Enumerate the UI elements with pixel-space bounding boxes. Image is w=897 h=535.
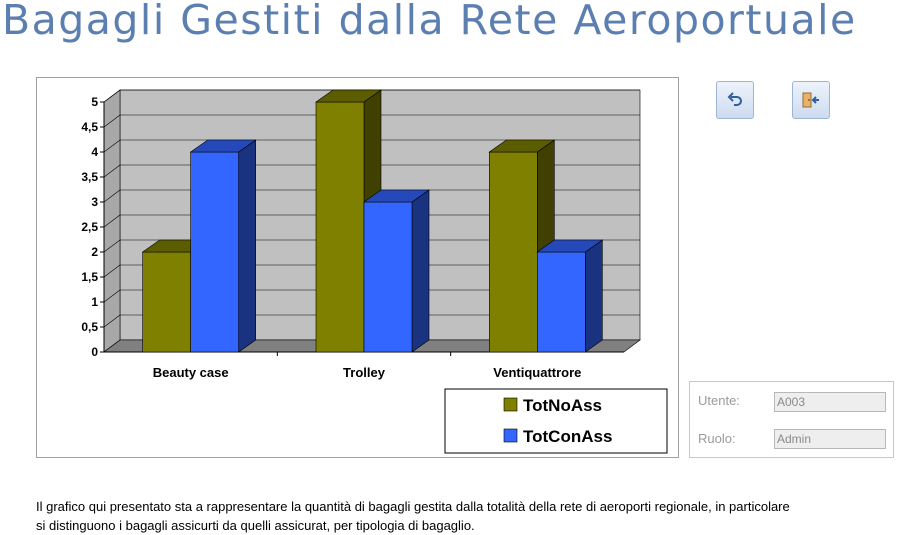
exit-button[interactable] (792, 81, 830, 119)
ruolo-label: Ruolo: (698, 431, 736, 446)
bar-TotConAss-2 (536, 239, 604, 353)
gridline-side (103, 289, 121, 303)
utente-label: Utente: (698, 393, 740, 408)
gridline-side (103, 114, 121, 128)
bar-top (189, 139, 257, 153)
bar-chart: 0 0,5 1 1,5 2 2,5 3 3,5 4 4,5 5 Beauty case Trolley… (81, 89, 668, 454)
legend-label: TotNoAss (523, 396, 602, 415)
bar-TotConAss-1 (363, 189, 430, 353)
bar-top (536, 239, 604, 253)
y-tick-label: 2,5 (81, 220, 98, 234)
legend-swatch (503, 397, 518, 412)
y-tick-label: 0 (91, 345, 98, 359)
ruolo-field: Admin (774, 429, 886, 449)
bar-front (489, 151, 538, 353)
y-tick-label: 3 (91, 195, 98, 209)
bar-front (537, 251, 586, 353)
chart-description: Il grafico qui presentato sta a rapprese… (36, 499, 790, 533)
y-tick-label: 3,5 (81, 170, 98, 184)
gridline-side (103, 214, 121, 228)
y-tick-label: 0,5 (81, 320, 98, 334)
x-tick-label: Beauty case (153, 365, 229, 380)
gridline-side (103, 139, 121, 153)
bar-top (488, 139, 556, 153)
chart-area: 0 0,5 1 1,5 2 2,5 3 3,5 4 4,5 5 Beauty case Trolley… (36, 77, 679, 458)
bar-side (411, 189, 430, 353)
bar-side (585, 239, 603, 353)
y-tick-label: 2 (91, 245, 98, 259)
bar-top (363, 189, 430, 203)
x-tick-label: Trolley (343, 365, 386, 380)
bar-front (363, 201, 413, 353)
gridline-side (103, 314, 121, 328)
legend-label: TotConAss (523, 427, 612, 446)
y-tick-label: 5 (91, 95, 98, 109)
gridline-side (103, 164, 121, 178)
chart-legend (444, 388, 668, 454)
exit-door-icon (802, 92, 819, 108)
y-tick-label: 1,5 (81, 270, 98, 284)
y-tick-label: 4 (91, 145, 98, 159)
undo-button[interactable] (716, 81, 754, 119)
gridline-side (103, 189, 121, 203)
bar-top (315, 89, 382, 103)
y-tick-label: 4,5 (81, 120, 98, 134)
gridline-side (103, 239, 121, 253)
legend-swatch (503, 428, 518, 443)
page-title: Bagagli Gestiti dalla Rete Aeroportuale (2, 0, 857, 44)
undo-icon (727, 92, 742, 106)
bar-front (315, 101, 365, 353)
x-tick-label: Ventiquattrore (493, 365, 581, 380)
gridline-side (103, 264, 121, 278)
bar-front (142, 251, 191, 353)
gridline-side (103, 89, 121, 103)
bar-TotConAss-0 (189, 139, 257, 353)
y-tick-label: 1 (91, 295, 98, 309)
bar-side (238, 139, 256, 353)
user-info-panel: Utente: A003 Ruolo: Admin (689, 381, 894, 458)
utente-field: A003 (774, 392, 886, 412)
bar-TotNoAss-2 (488, 139, 556, 353)
bar-front (190, 151, 239, 353)
